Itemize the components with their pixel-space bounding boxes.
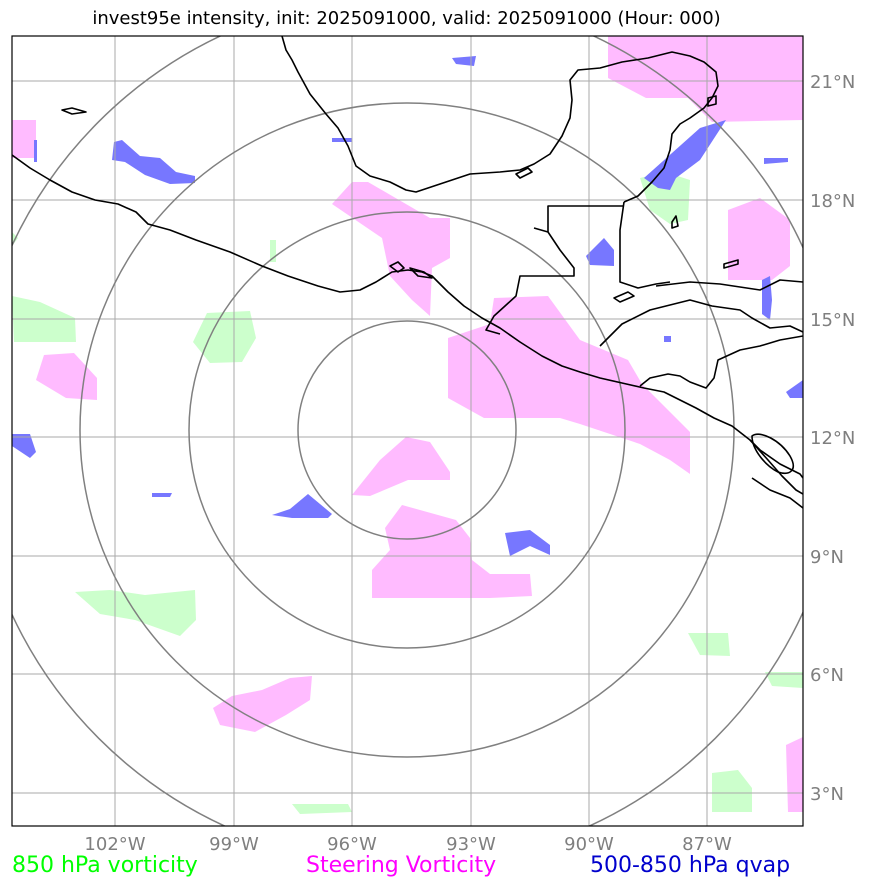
lon-label: 102°W: [84, 834, 145, 855]
range-rings: [12, 36, 803, 826]
lat-label: 18°N: [810, 191, 855, 212]
range-ring-1: [297, 320, 517, 540]
lon-label: 87°W: [682, 834, 732, 855]
lat-label: 9°N: [810, 547, 844, 568]
lon-label: 96°W: [327, 834, 377, 855]
lat-label: 15°N: [810, 310, 855, 331]
legend-vorticity-850: 850 hPa vorticity: [12, 853, 198, 878]
range-ring-2: [188, 211, 626, 649]
coastlines: [12, 36, 803, 509]
lat-label: 12°N: [810, 428, 855, 449]
steering-vorticity-shading: [12, 36, 803, 812]
graticule: [12, 36, 803, 826]
lon-label: 93°W: [446, 834, 496, 855]
range-ring-3: [79, 102, 735, 758]
legend-qvap: 500-850 hPa qvap: [590, 853, 791, 878]
lat-label: 3°N: [810, 784, 844, 805]
legend-steering-vorticity: Steering Vorticity: [306, 853, 497, 878]
map-title: invest95e intensity, init: 2025091000, v…: [92, 8, 721, 29]
longitude-labels: 102°W 99°W 96°W 93°W 90°W 87°W: [84, 834, 732, 855]
vorticity-850-shading: [12, 172, 803, 814]
lon-label: 90°W: [564, 834, 614, 855]
lat-label: 6°N: [810, 665, 844, 686]
lat-label: 21°N: [810, 72, 855, 93]
lon-label: 99°W: [209, 834, 259, 855]
latitude-labels: 21°N 18°N 15°N 12°N 9°N 6°N 3°N: [810, 72, 855, 805]
qvap-shading: [12, 56, 803, 556]
map-frame: [11, 35, 804, 827]
